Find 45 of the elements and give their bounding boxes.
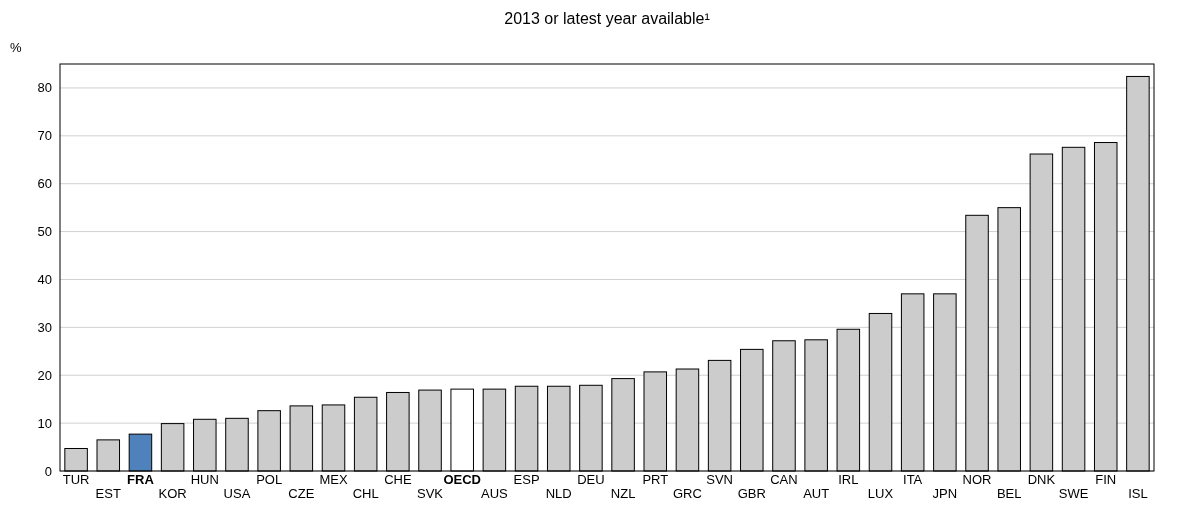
- x-tick-label: DNK: [1027, 472, 1056, 487]
- x-tick-label: SVN: [706, 472, 733, 487]
- x-tick-label: NLD: [545, 486, 572, 501]
- y-tick-label: 30: [37, 319, 52, 335]
- x-tick-label: LUX: [867, 486, 894, 501]
- x-tick-label: CHL: [352, 486, 379, 501]
- x-tick-label: MEX: [319, 472, 348, 487]
- x-tick-label: EST: [95, 486, 121, 501]
- x-tick-label: DEU: [577, 472, 605, 487]
- x-tick-label: ISL: [1128, 486, 1148, 501]
- x-tick-label: HUN: [190, 472, 219, 487]
- x-tick-label: FRA: [127, 472, 155, 487]
- y-axis-title: %: [10, 40, 22, 55]
- x-tick-label: AUT: [803, 486, 830, 501]
- x-tick-label: POL: [256, 472, 283, 487]
- x-tick-label: PRT: [642, 472, 669, 487]
- x-tick-label: GBR: [737, 486, 766, 501]
- x-tick-label: NZL: [610, 486, 636, 501]
- x-tick-label: ESP: [513, 472, 540, 487]
- y-tick-label: 80: [37, 80, 52, 96]
- y-tick-label: 70: [37, 128, 52, 144]
- y-tick-label: 10: [37, 415, 52, 431]
- x-tick-label: USA: [223, 486, 251, 501]
- x-tick-label: IRL: [838, 472, 859, 487]
- x-tick-label: CAN: [770, 472, 798, 487]
- y-tick-label: 60: [37, 176, 52, 192]
- y-tick-label: 0: [44, 463, 52, 479]
- x-tick-label: BEL: [996, 486, 1022, 501]
- y-tick-label: 40: [37, 272, 52, 288]
- x-tick-label: AUS: [481, 486, 509, 501]
- x-tick-label: GRC: [673, 486, 702, 501]
- x-tick-label: NOR: [962, 472, 992, 487]
- x-tick-label: ITA: [903, 472, 923, 487]
- x-tick-label: SVK: [417, 486, 444, 501]
- x-tick-label: OECD: [443, 472, 481, 487]
- x-tick-label: JPN: [932, 486, 958, 501]
- x-tick-label: SWE: [1058, 486, 1089, 501]
- y-tick-label: 50: [37, 224, 52, 240]
- y-tick-label: 20: [37, 367, 52, 383]
- x-tick-label: CHE: [384, 472, 412, 487]
- x-tick-label: KOR: [158, 486, 187, 501]
- x-tick-label: TUR: [62, 472, 90, 487]
- x-tick-label: FIN: [1095, 472, 1117, 487]
- x-tick-label: CZE: [288, 486, 315, 501]
- chart-title: 2013 or latest year available¹: [504, 10, 710, 27]
